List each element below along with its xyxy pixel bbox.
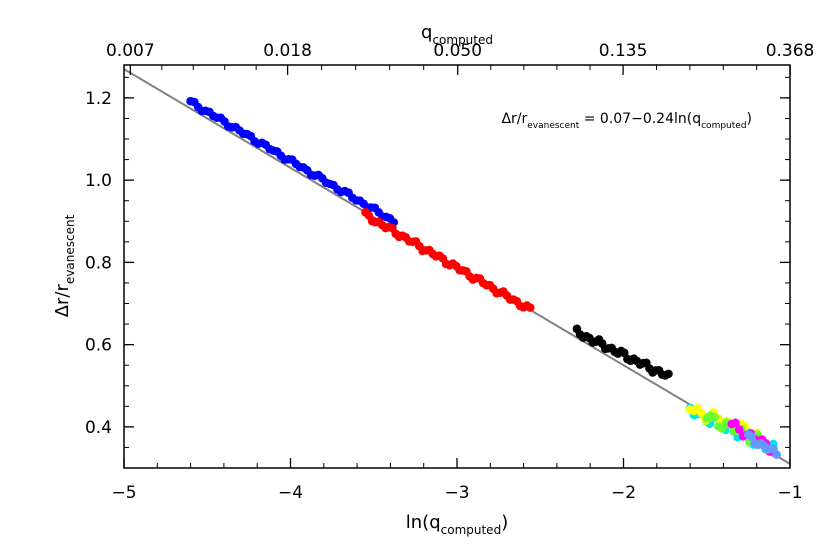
y-tick-label: 1.0 [85, 171, 112, 191]
top-tick-label: 0.368 [766, 41, 815, 61]
top-axis-title: qcomputed [421, 22, 493, 47]
axis-tick-labels: −5 −4 −3 −2 −1 0.007 0.018 0.050 0.135 0.368 0.4 0.… [85, 41, 814, 503]
y-tick-label: 0.6 [85, 336, 112, 356]
x-tick-label: −3 [444, 483, 469, 503]
x-tick-label: −5 [111, 483, 136, 503]
data-point [525, 303, 535, 312]
top-tick-label: 0.050 [433, 41, 482, 61]
x-tick-label: −1 [777, 483, 802, 503]
data-point [731, 418, 740, 428]
y-tick-label: 1.2 [85, 89, 112, 109]
x-tick-label: −2 [611, 483, 636, 503]
data-point [710, 412, 719, 422]
y-tick-label: 0.8 [85, 253, 112, 273]
data-point [734, 425, 744, 434]
x-tick-label: −4 [278, 483, 303, 503]
y-tick-label: 0.4 [85, 418, 112, 438]
x-axis-title: ln(qcomputed) [406, 512, 508, 537]
top-tick-label: 0.018 [263, 41, 312, 61]
top-tick-label: 0.007 [106, 41, 155, 61]
fit-equation: Δr/revanescent = 0.07−0.24ln(qcomputed) [501, 111, 752, 131]
data-point [772, 450, 781, 459]
data-points [186, 96, 781, 459]
data-point [664, 369, 673, 379]
y-axis-title: Δr/revanescent [52, 214, 77, 317]
axis-ticks [123, 65, 791, 469]
top-tick-label: 0.135 [599, 41, 648, 61]
data-point [747, 432, 756, 441]
